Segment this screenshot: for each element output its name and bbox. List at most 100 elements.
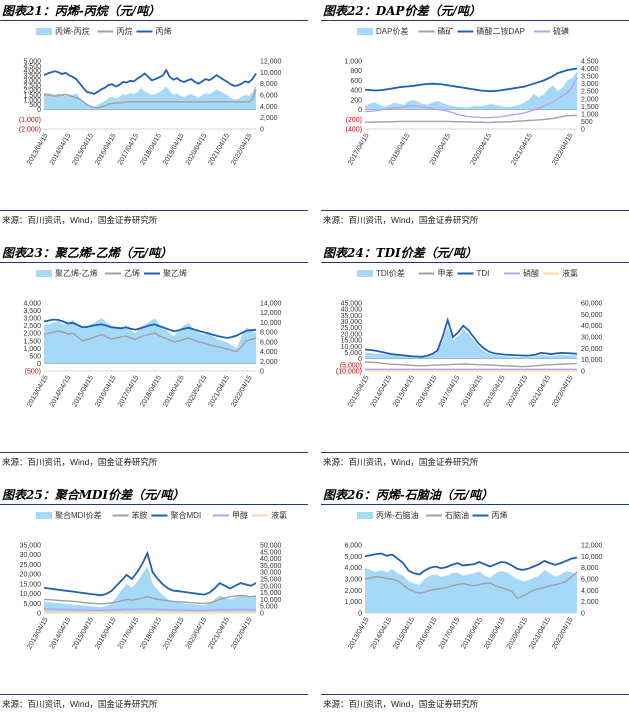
x-axis-labels: 2013/04/15 2014/04/15 2015/04/15 2016/04/15… — [26, 616, 254, 650]
y2-tick-label: 4,500 — [581, 59, 599, 66]
y2-tick-label: 40,000 — [260, 556, 282, 563]
y-tick-label: 3,500 — [23, 73, 41, 80]
y-tick-label: 500 — [29, 102, 41, 109]
y-tick-label: 400 — [350, 88, 362, 95]
y-tick-label: 3,500 — [23, 308, 41, 315]
y2-tick-label: 14,000 — [260, 301, 282, 308]
x-tick-label: 2022/04/15 — [230, 132, 254, 166]
x-tick-label: 2017/04/15 — [117, 616, 141, 650]
x-tick-label: 2017/04/15 — [438, 374, 462, 408]
y2-tick-label: 35,000 — [260, 563, 282, 570]
chart-source: 来源：百川资讯，Wind，国金证券研究所 — [0, 452, 308, 470]
chart-header: 图表22：DAP价差（元/吨） — [321, 0, 629, 21]
x-tick-label: 2015/04/15 — [71, 374, 95, 408]
y-tick-label: 1,500 — [23, 93, 41, 100]
y-tick-label: 3,000 — [344, 577, 362, 584]
legend-label: 聚合MDI价差 — [55, 510, 102, 520]
left-axis: (2,000)(1,000)05001,0001,5002,0002,5003,… — [19, 59, 41, 134]
y2-tick-label: 2,000 — [260, 115, 278, 122]
series-line — [43, 89, 257, 109]
legend: 聚合MDI价差 苯胺 聚合MDI 甲醇 液氯 — [36, 510, 287, 520]
legend-swatch — [357, 512, 373, 519]
right-axis: 0 2,000 4,000 6,000 8,000 10,000 12,000 — [260, 59, 282, 134]
series-line — [364, 316, 578, 358]
y2-tick-label: 8,000 — [581, 565, 599, 572]
legend-label: 硝酸 — [523, 268, 539, 278]
x-axis-labels: 2017/04/15 2018/04/15 2019/04/15 2020/04/15… — [347, 132, 575, 166]
legend-label: 丙烯 — [492, 510, 508, 520]
y-tick-label: 2,500 — [23, 323, 41, 330]
x-tick-label: 2015/04/15 — [392, 616, 416, 650]
chart-title: 图表23：聚乙烯-乙烯（元/吨） — [2, 246, 173, 260]
legend-label: 聚乙烯 — [163, 268, 187, 278]
y-tick-label: 15,000 — [20, 581, 42, 588]
series-line — [43, 594, 257, 605]
y2-tick-label: 30,000 — [260, 570, 282, 577]
y-tick-label: 600 — [350, 78, 362, 85]
y2-tick-label: 12,000 — [581, 543, 603, 550]
x-tick-label: 2014/04/15 — [49, 374, 73, 408]
legend-label: 丙烯 — [156, 26, 172, 36]
y-tick-label: 1,000 — [23, 97, 41, 104]
y2-tick-label: 2,000 — [581, 96, 599, 103]
x-tick-label: 2013/04/15 — [347, 616, 371, 650]
y2-tick-label: 6,000 — [260, 339, 278, 346]
y2-tick-label: 1,000 — [581, 111, 599, 118]
x-tick-label: 2017/04/15 — [117, 374, 141, 408]
chart-25-svg: 聚合MDI价差 苯胺 聚合MDI 甲醇 液氯05,00010,00015,00020,0… — [20, 510, 287, 650]
x-tick-label: 2014/04/15 — [49, 616, 73, 650]
series-line — [43, 318, 257, 339]
y2-tick-label: 0 — [581, 369, 585, 376]
y2-tick-label: 15,000 — [260, 590, 282, 597]
legend-label: 苯胺 — [132, 510, 148, 520]
y-tick-label: 35,000 — [20, 543, 42, 550]
chart-source: 来源：百川资讯，Wind，国金证券研究所 — [321, 452, 629, 470]
x-tick-label: 2022/04/15 — [551, 132, 575, 166]
y-tick-label: (400) — [346, 127, 362, 134]
x-tick-label: 2017/04/15 — [438, 616, 462, 650]
y2-tick-label: 6,000 — [260, 93, 278, 100]
x-tick-label: 2020/04/15 — [506, 374, 530, 408]
chart-title: 图表26：丙烯-石脑油（元/吨） — [323, 488, 494, 502]
x-tick-label: 2013/04/15 — [26, 374, 50, 408]
left-axis: 0 5,000 10,000 15,000 20,000 25,000 30,000 35,0… — [20, 543, 42, 618]
x-tick-label: 2016/04/15 — [94, 132, 118, 166]
y-tick-label: (500) — [25, 369, 41, 376]
x-tick-label: 2018/04/15 — [460, 616, 484, 650]
y-tick-label: 2,000 — [23, 331, 41, 338]
y2-tick-label: 0 — [581, 127, 585, 134]
y2-tick-label: 60,000 — [581, 301, 603, 308]
x-tick-label: 2013/04/15 — [26, 616, 50, 650]
x-tick-label: 2014/04/15 — [370, 616, 394, 650]
chart-source: 来源：百川资讯，Wind，国金证券研究所 — [321, 694, 629, 712]
legend-label: 聚合MDI — [171, 510, 202, 520]
x-tick-label: 2020/04/15 — [185, 616, 209, 650]
y2-tick-label: 40,000 — [581, 323, 603, 330]
y2-tick-label: 12,000 — [260, 310, 282, 317]
y-tick-label: 2,000 — [344, 588, 362, 595]
x-tick-label: 2015/04/15 — [71, 616, 95, 650]
series-area — [365, 326, 577, 359]
chart-panel-23: 图表23：聚乙烯-乙烯（元/吨） 聚乙烯-乙烯 乙烯 聚乙烯 (500) 0 500 1,0… — [0, 242, 308, 472]
right-axis: 05,00010,00015,00020,00025,00030,00035,0… — [260, 543, 282, 618]
legend: 聚乙烯-乙烯 乙烯 聚乙烯 — [36, 268, 187, 278]
legend-swatch — [36, 270, 52, 277]
legend-swatch — [357, 270, 373, 277]
series-line — [364, 361, 578, 368]
y-tick-label: 500 — [29, 353, 41, 360]
x-tick-label: 2022/04/15 — [230, 616, 254, 650]
series-area — [44, 318, 256, 364]
chart-source: 来源：百川资讯，Wind，国金证券研究所 — [0, 694, 308, 712]
x-tick-label: 2017/04/15 — [347, 132, 371, 166]
legend-label: 丙烯-石脑油 — [376, 510, 419, 520]
legend-label: 磷酸二铵DAP — [477, 26, 525, 36]
x-tick-label: 2021/04/15 — [207, 132, 231, 166]
x-tick-label: 2020/04/15 — [506, 616, 530, 650]
chart-panel-25: 图表25：聚合MDI价差（元/吨） 聚合MDI价差 苯胺 聚合MDI 甲醇 液氯 0 5,0… — [0, 484, 308, 712]
legend-label: DAP价差 — [376, 26, 408, 36]
left-axis: (10,000)(5,000)05,00010,00015,00020,0002… — [336, 301, 362, 376]
y2-tick-label: 25,000 — [260, 577, 282, 584]
legend: 丙烯-丙烷 丙烷 丙烯 — [36, 26, 172, 36]
y2-tick-label: 4,000 — [260, 349, 278, 356]
y-tick-label: (1,000) — [19, 117, 41, 124]
